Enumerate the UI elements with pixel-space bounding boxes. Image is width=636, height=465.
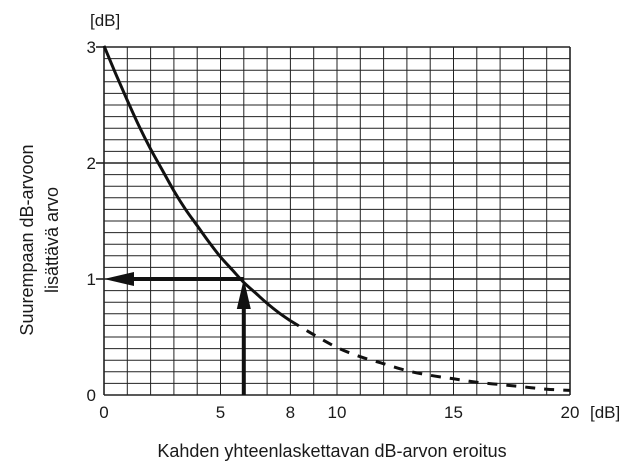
tick-labels: 0 5 8 10 15 20 0 1 2 3 xyxy=(87,38,580,422)
arrow-up-head xyxy=(236,279,251,309)
grid xyxy=(96,46,571,396)
y-tick-label: 3 xyxy=(87,38,96,57)
y-unit-label: [dB] xyxy=(90,11,120,30)
x-tick-label: 0 xyxy=(99,403,108,422)
y-tick-label: 0 xyxy=(87,386,96,405)
y-axis-title: Suurempaan dB-arvoon lisättävä arvo xyxy=(17,144,62,335)
series-line-solid xyxy=(102,45,292,322)
y-tick-label: 1 xyxy=(87,270,96,289)
x-tick-label: 8 xyxy=(286,403,295,422)
x-axis-title: Kahden yhteenlaskettavan dB-arvon eroitu… xyxy=(157,441,506,461)
x-tick-label: 20 xyxy=(561,403,580,422)
annotations xyxy=(104,272,251,395)
arrow-left-head xyxy=(104,272,134,286)
y-axis-title-line-1: Suurempaan dB-arvoon xyxy=(17,144,37,335)
x-tick-label: 5 xyxy=(216,403,225,422)
x-tick-label: 10 xyxy=(328,403,347,422)
x-tick-label: 15 xyxy=(444,403,463,422)
y-tick-label: 2 xyxy=(87,154,96,173)
y-axis-title-line-2: lisättävä arvo xyxy=(42,187,62,293)
x-unit-label: [dB] xyxy=(590,403,620,422)
series-group xyxy=(102,45,571,392)
